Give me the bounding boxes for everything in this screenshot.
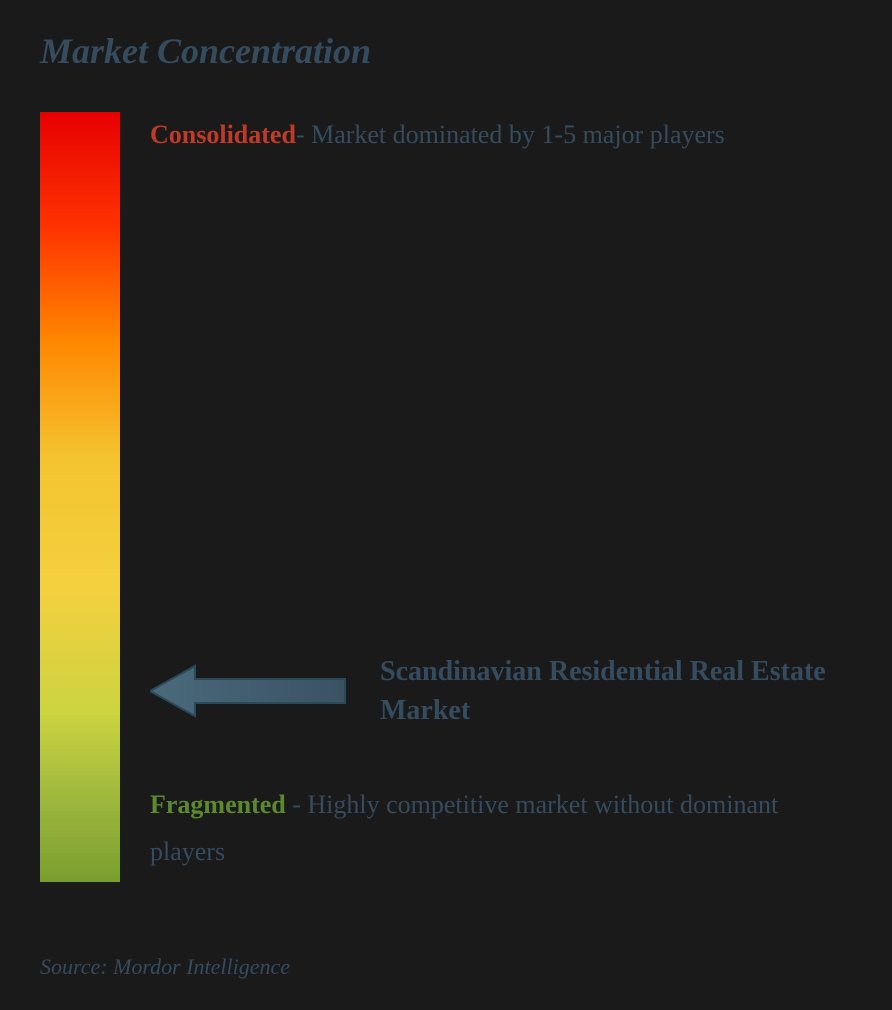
text-content: Consolidated- Market dominated by 1-5 ma… <box>150 112 852 882</box>
concentration-gradient-bar <box>40 112 120 882</box>
main-container: Market Concentration <box>0 0 892 1010</box>
fragmented-label: Fragmented <box>150 790 286 819</box>
left-arrow-icon <box>150 661 350 721</box>
page-title: Market Concentration <box>40 30 852 72</box>
arrow-section: Scandinavian Residential Real Estate Mar… <box>150 652 852 730</box>
content-area: Consolidated- Market dominated by 1-5 ma… <box>40 112 852 902</box>
consolidated-section: Consolidated- Market dominated by 1-5 ma… <box>150 112 852 159</box>
consolidated-label: Consolidated <box>150 120 296 149</box>
fragmented-section: Fragmented - Highly competitive market w… <box>150 782 852 876</box>
market-name-label: Scandinavian Residential Real Estate Mar… <box>380 652 852 730</box>
consolidated-description: - Market dominated by 1-5 major players <box>296 120 725 149</box>
source-attribution: Source: Mordor Intelligence <box>40 954 290 980</box>
